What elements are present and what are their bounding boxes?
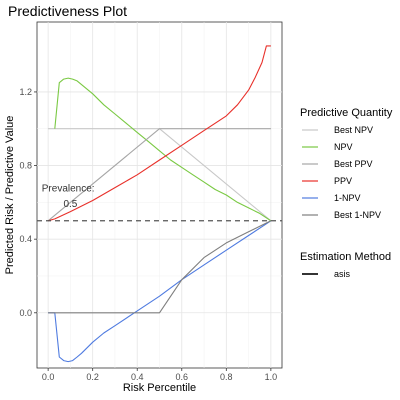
legend-label: Best PPV bbox=[334, 159, 373, 169]
series-line-npv bbox=[54, 77, 272, 222]
prevalence-value-label: 0.5 bbox=[63, 199, 77, 210]
x-tick-label: 0.2 bbox=[86, 372, 99, 382]
x-tick-label: 0.4 bbox=[131, 372, 144, 382]
legend-label: asis bbox=[334, 269, 351, 279]
prevalence-label: Prevalence: bbox=[42, 183, 95, 194]
y-tick-label: 0.4 bbox=[19, 234, 32, 244]
y-tick-label: 0.8 bbox=[19, 161, 32, 171]
x-tick-label: 0.8 bbox=[220, 372, 233, 382]
y-tick-label: 0.0 bbox=[19, 308, 32, 318]
x-axis-title: Risk Percentile bbox=[123, 382, 196, 394]
legend-title: Predictive Quantity bbox=[300, 107, 393, 119]
legend-title: Estimation Method bbox=[300, 251, 391, 263]
legend-label: PPV bbox=[334, 176, 352, 186]
legend-label: 1-NPV bbox=[334, 193, 361, 203]
legend-label: Best NPV bbox=[334, 125, 373, 135]
series-lines bbox=[47, 45, 272, 363]
x-tick-label: 1.0 bbox=[265, 372, 278, 382]
x-tick-label: 0.6 bbox=[176, 372, 189, 382]
y-tick-label: 1.2 bbox=[19, 87, 32, 97]
series-line-best-ppv bbox=[47, 128, 271, 222]
x-tick-label: 0.0 bbox=[42, 372, 55, 382]
series-line-1-npv bbox=[48, 220, 272, 363]
legend-label: Best 1-NPV bbox=[334, 210, 381, 220]
grid-lines bbox=[37, 22, 282, 368]
series-line-best-1-npv bbox=[48, 220, 272, 314]
axis-ticks: 0.0 0.2 0.4 0.6 0.8 1.0 0.0 0.4 0.8 1.2 bbox=[19, 87, 277, 382]
legend: Predictive Quantity Best NPV NPV Best PPV PP… bbox=[300, 107, 393, 279]
legend-label: NPV bbox=[334, 142, 353, 152]
series-line-ppv bbox=[47, 45, 271, 222]
y-axis-title: Predicted Risk / Predictive Value bbox=[4, 116, 16, 275]
chart-title: Predictiveness Plot bbox=[8, 3, 127, 19]
